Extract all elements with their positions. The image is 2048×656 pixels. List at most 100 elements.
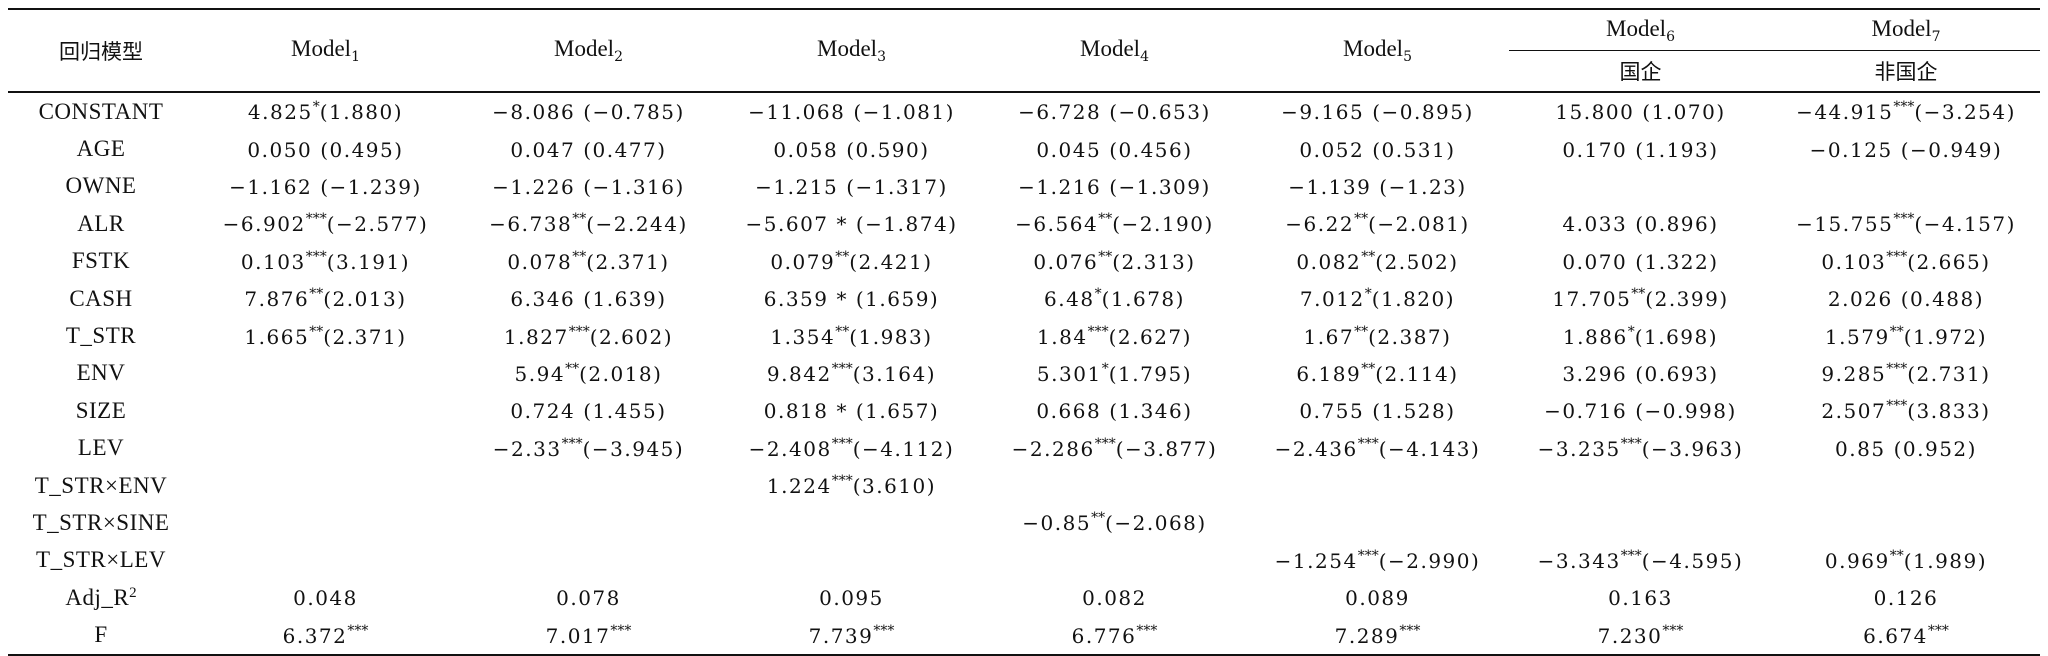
significance-stars: *** [831, 360, 853, 377]
significance-stars: *** [1620, 435, 1642, 452]
significance-stars: *** [1662, 622, 1684, 639]
significance-stars: *** [1620, 547, 1642, 564]
significance-stars: *** [1136, 622, 1158, 639]
cell-model-5: 7.012*(1.820) [1246, 280, 1509, 317]
coefficient: 5.94 [514, 361, 566, 386]
coefficient: 0.070 [1562, 249, 1628, 274]
cell-model-1: 0.103***(3.191) [194, 243, 457, 280]
significance-stars: ** [835, 248, 850, 265]
row-label-text: LEV [77, 435, 125, 461]
coefficient: 0.047 [510, 137, 576, 162]
cell-model-4: 5.301*(1.795) [983, 355, 1246, 392]
t-statistic: (−3.963) [1641, 436, 1744, 461]
coefficient: 0.082 [1082, 586, 1147, 611]
header-model-1: Model1 [194, 8, 457, 93]
coefficient: −6.564 [1015, 212, 1099, 237]
coefficient: −0.85 [1022, 511, 1092, 536]
row-label-text: CASH [69, 285, 133, 311]
row-label: Adj_R2 [8, 579, 194, 616]
cell-model-6: 7.230*** [1509, 616, 1772, 656]
cell-model-3 [720, 504, 983, 541]
t-statistic: (−1.23) [1379, 174, 1467, 199]
t-statistic: (2.421) [849, 249, 933, 274]
cell-model-3: 9.842***(3.164) [720, 355, 983, 392]
t-statistic: (1.528) [1372, 399, 1456, 424]
cell-model-7: −44.915***(−3.254) [1772, 92, 2040, 130]
t-statistic: (−0.653) [1109, 100, 1211, 125]
coefficient: 6.674 [1863, 623, 1928, 648]
row-label: T_STR×LEV [8, 542, 194, 579]
coefficient: −5.607 [745, 212, 829, 237]
significance-stars: ** [1098, 211, 1113, 228]
header-model-2: Model2 [457, 8, 720, 93]
table-row: ENV 5.94**(2.018) 9.842***(3.164) 5.301*(1.… [8, 355, 2040, 392]
significance-stars: ** [835, 323, 850, 340]
significance-stars: * [1364, 286, 1372, 303]
coefficient: −6.22 [1285, 212, 1355, 237]
cell-model-6: 3.296 (0.693) [1509, 355, 1772, 392]
cell-model-6: −3.235***(−3.963) [1509, 430, 1772, 467]
coefficient: 7.739 [808, 623, 874, 648]
row-label: T_STR×SINE [8, 504, 194, 541]
significance-stars: * [1094, 286, 1102, 303]
cell-model-7: −0.125 (−0.949) [1772, 130, 2040, 167]
cell-model-1: −6.902***(−2.577) [194, 205, 457, 242]
coefficient: 0.082 [1296, 249, 1362, 274]
t-statistic: (1.795) [1108, 361, 1193, 386]
cell-model-6: 0.170 (1.193) [1509, 130, 1772, 167]
coefficient: 4.033 [1562, 212, 1628, 237]
cell-model-1: 0.050 (0.495) [194, 130, 457, 167]
t-statistic: (1.989) [1903, 548, 1988, 573]
t-statistic: (−1.316) [583, 174, 685, 199]
coefficient: −3.235 [1537, 436, 1621, 461]
cell-model-3: 0.058 (0.590) [720, 130, 983, 167]
significance-stars: * [1627, 323, 1635, 340]
table-row: OWNE −1.162 (−1.239) −1.226 (−1.316) −1.215 (−… [8, 168, 2040, 205]
t-statistic: (−2.081) [1368, 212, 1470, 237]
significance-stars: ** [1631, 286, 1646, 303]
t-statistic: (1.880) [319, 100, 404, 125]
cell-model-1 [194, 355, 457, 392]
t-statistic: (−1.081) [853, 100, 955, 125]
header-model-5: Model5 [1246, 8, 1509, 93]
cell-model-6: −3.343***(−4.595) [1509, 542, 1772, 579]
t-statistic: (1.983) [849, 324, 933, 349]
coefficient: −3.343 [1537, 548, 1621, 573]
cell-model-7: 2.507***(3.833) [1772, 392, 2040, 429]
cell-model-3: 1.224***(3.610) [720, 467, 983, 504]
cell-model-3: 0.095 [720, 579, 983, 616]
cell-model-4: 0.082 [983, 579, 1246, 616]
cell-model-7 [1772, 168, 2040, 205]
coefficient: 7.876 [244, 287, 310, 312]
significance-stars: *** [561, 435, 583, 452]
t-statistic: (2.371) [586, 249, 670, 274]
cell-model-3: −11.068 (−1.081) [720, 92, 983, 130]
significance-stars: ** [572, 211, 587, 228]
cell-model-4: 6.776*** [983, 616, 1246, 656]
t-statistic: (1.322) [1635, 249, 1719, 274]
cell-model-5: −1.139 (−1.23) [1246, 168, 1509, 205]
coefficient: −1.216 [1018, 174, 1102, 199]
header-group-soe: 国企 [1509, 50, 1772, 93]
t-statistic: (0.456) [1109, 137, 1193, 162]
coefficient: −1.215 [755, 174, 839, 199]
cell-model-7: 9.285***(2.731) [1772, 355, 2040, 392]
t-statistic: (−2.068) [1105, 511, 1207, 536]
coefficient: 17.705 [1552, 287, 1632, 312]
t-statistic: * (−1.874) [836, 212, 958, 237]
row-label: FSTK [8, 243, 194, 280]
cell-model-7: 6.674*** [1772, 616, 2040, 656]
cell-model-6: −0.716 (−0.998) [1509, 392, 1772, 429]
cell-model-2: 5.94**(2.018) [457, 355, 720, 392]
table-row: T_STR×LEV −1.254***(−2.990) −3.343***(−4.5… [8, 542, 2040, 579]
cell-model-2: 7.017*** [457, 616, 720, 656]
coefficient: 0.818 [763, 399, 829, 424]
table-row: T_STR×SINE −0.85**(−2.068) [8, 504, 2040, 541]
coefficient: 0.755 [1299, 399, 1365, 424]
coefficient: 1.67 [1303, 324, 1355, 349]
row-label: T_STR [8, 317, 194, 354]
t-statistic: (0.495) [320, 137, 404, 162]
significance-stars: *** [347, 622, 369, 639]
cell-model-2: 6.346 (1.639) [457, 280, 720, 317]
significance-stars: *** [1399, 622, 1421, 639]
